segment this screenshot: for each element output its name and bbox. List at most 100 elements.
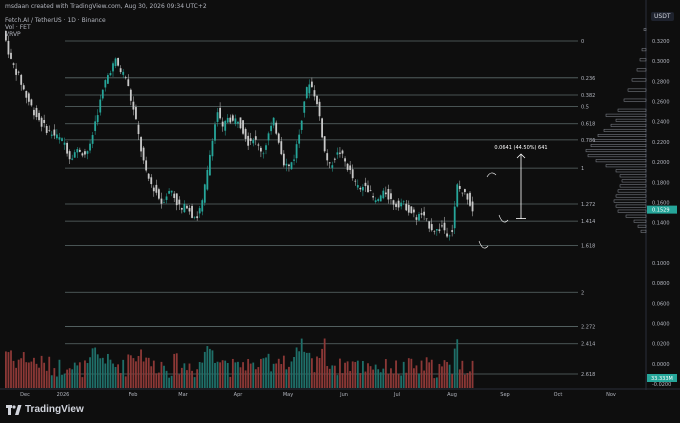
candle-body — [109, 73, 112, 76]
volume-bar — [384, 359, 387, 388]
volume-bar — [198, 361, 201, 388]
price-tick-label: 0.2000 — [652, 160, 670, 166]
volume-bar — [374, 364, 377, 388]
fib-level-label: 2.618 — [581, 372, 595, 378]
candle-body — [152, 187, 155, 192]
candle-body — [272, 117, 275, 126]
volume-bar — [129, 355, 132, 388]
volume-bar — [188, 363, 191, 388]
candle-body — [282, 153, 285, 166]
volume-bar — [265, 357, 267, 388]
candle-body — [12, 63, 15, 65]
volume-bar — [382, 368, 385, 388]
volume-profile-bar — [621, 179, 647, 183]
candle-body — [239, 117, 242, 129]
volume-bar — [109, 359, 112, 388]
volume-bar — [206, 346, 209, 388]
volume-bar — [267, 353, 270, 388]
curve-arrow-icon — [486, 172, 497, 178]
volume-value-tag[interactable] — [647, 374, 677, 382]
volume-bar — [400, 375, 403, 388]
volume-profile-bar — [613, 199, 647, 203]
time-tick-label: Mar — [178, 392, 188, 398]
candle-body — [180, 208, 183, 210]
candle-body — [469, 192, 471, 206]
volume-bar — [96, 354, 99, 388]
candle-body — [186, 205, 188, 209]
volume-bar — [331, 365, 334, 388]
volume-bar — [257, 367, 260, 388]
currency-unit-label[interactable]: USDT — [651, 12, 674, 21]
volume-bar — [15, 367, 17, 388]
volume-bar — [214, 362, 216, 388]
candle-body — [339, 152, 341, 154]
volume-bar — [193, 377, 196, 388]
candle-body — [234, 118, 237, 124]
volume-bar — [392, 373, 395, 388]
candle-body — [96, 115, 99, 123]
volume-bar — [249, 363, 252, 388]
candle-body — [81, 153, 84, 156]
volume-bar — [344, 362, 346, 388]
candle-body — [135, 107, 137, 120]
volume-bar — [333, 365, 336, 388]
volume-bar — [275, 363, 278, 388]
fib-level-label: 2.272 — [581, 325, 595, 331]
candle-body — [298, 134, 301, 144]
volume-bar — [461, 360, 464, 388]
attribution-text: msdaan created with TradingView.com, Aug… — [5, 3, 207, 10]
tradingview-logo-icon — [6, 404, 22, 415]
candle-body — [257, 144, 260, 146]
volume-bar — [425, 357, 428, 388]
volume-bar — [58, 359, 61, 388]
volume-bar — [137, 356, 140, 388]
candle-body — [7, 40, 10, 55]
candle-body — [430, 224, 433, 231]
volume-bar — [140, 349, 142, 388]
volume-bar — [438, 363, 441, 388]
vrvp-indicator-label: VRVP — [5, 31, 21, 38]
volume-bar — [311, 358, 313, 388]
candle-body — [331, 165, 334, 168]
price-tick-label: 0.1400 — [652, 221, 670, 227]
volume-bar — [78, 362, 81, 388]
candle-body — [377, 199, 380, 202]
time-tick-label: Apr — [234, 392, 244, 398]
volume-profile-bar — [615, 169, 647, 173]
candle-body — [379, 195, 382, 202]
candle-body — [173, 193, 176, 198]
tradingview-logo[interactable]: TradingView — [6, 404, 84, 415]
volume-bar — [359, 373, 362, 388]
volume-bar — [453, 348, 456, 388]
volume-bar — [349, 371, 352, 388]
candle-body — [188, 208, 191, 212]
candle-body — [78, 149, 81, 152]
candle-body — [50, 134, 53, 136]
candle-body — [127, 79, 130, 87]
volume-bar — [63, 373, 66, 388]
candle-body — [140, 137, 142, 152]
candle-body — [114, 58, 117, 67]
volume-bar — [84, 360, 86, 388]
volume-bar — [318, 358, 321, 388]
fib-level-label: 1.272 — [581, 202, 595, 208]
candle-body — [61, 138, 63, 142]
current-price-tag[interactable] — [647, 205, 677, 214]
candle-body — [328, 162, 331, 164]
candle-body — [229, 117, 232, 123]
time-tick-label: Dec — [20, 392, 30, 398]
volume-bar — [272, 363, 275, 388]
candle-body — [30, 99, 33, 106]
candle-body — [359, 187, 362, 190]
volume-bar — [237, 361, 239, 388]
candle-body — [265, 145, 267, 150]
candle-body — [178, 199, 181, 205]
volume-bar — [239, 367, 242, 388]
candle-body — [448, 235, 451, 237]
fib-level-label: 1 — [581, 166, 584, 172]
curve-arrow-icon — [498, 214, 509, 223]
candle-body — [196, 216, 199, 219]
candle-body — [333, 158, 336, 160]
volume-bar — [395, 360, 397, 388]
